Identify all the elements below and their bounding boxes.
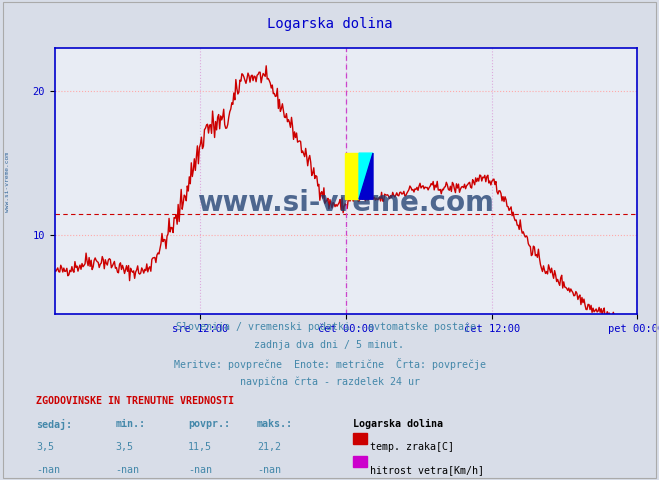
- Text: maks.:: maks.:: [257, 419, 293, 429]
- Text: Slovenija / vremenski podatki - avtomatske postaje.: Slovenija / vremenski podatki - avtomats…: [177, 322, 482, 332]
- Text: min.:: min.:: [115, 419, 146, 429]
- Polygon shape: [359, 153, 373, 199]
- Text: 11,5: 11,5: [188, 442, 212, 452]
- Text: 21,2: 21,2: [257, 442, 281, 452]
- Text: www.si-vreme.com: www.si-vreme.com: [197, 189, 494, 216]
- Text: zadnja dva dni / 5 minut.: zadnja dva dni / 5 minut.: [254, 340, 405, 350]
- Text: www.si-vreme.com: www.si-vreme.com: [5, 153, 11, 212]
- Text: 3,5: 3,5: [115, 442, 133, 452]
- Text: navpična črta - razdelek 24 ur: navpična črta - razdelek 24 ur: [239, 376, 420, 387]
- Text: Logarska dolina: Logarska dolina: [267, 17, 392, 31]
- Text: -nan: -nan: [188, 465, 212, 475]
- Text: hitrost vetra[Km/h]: hitrost vetra[Km/h]: [370, 465, 484, 475]
- Text: 3,5: 3,5: [36, 442, 54, 452]
- Text: Logarska dolina: Logarska dolina: [353, 419, 443, 429]
- Text: -nan: -nan: [36, 465, 60, 475]
- Bar: [345, 153, 359, 199]
- Text: -nan: -nan: [257, 465, 281, 475]
- Text: temp. zraka[C]: temp. zraka[C]: [370, 442, 454, 452]
- Polygon shape: [359, 153, 373, 199]
- Text: -nan: -nan: [115, 465, 139, 475]
- Text: povpr.:: povpr.:: [188, 419, 230, 429]
- Text: ZGODOVINSKE IN TRENUTNE VREDNOSTI: ZGODOVINSKE IN TRENUTNE VREDNOSTI: [36, 396, 234, 406]
- Text: Meritve: povprečne  Enote: metrične  Črta: povprečje: Meritve: povprečne Enote: metrične Črta:…: [173, 358, 486, 370]
- Text: sedaj:: sedaj:: [36, 419, 72, 430]
